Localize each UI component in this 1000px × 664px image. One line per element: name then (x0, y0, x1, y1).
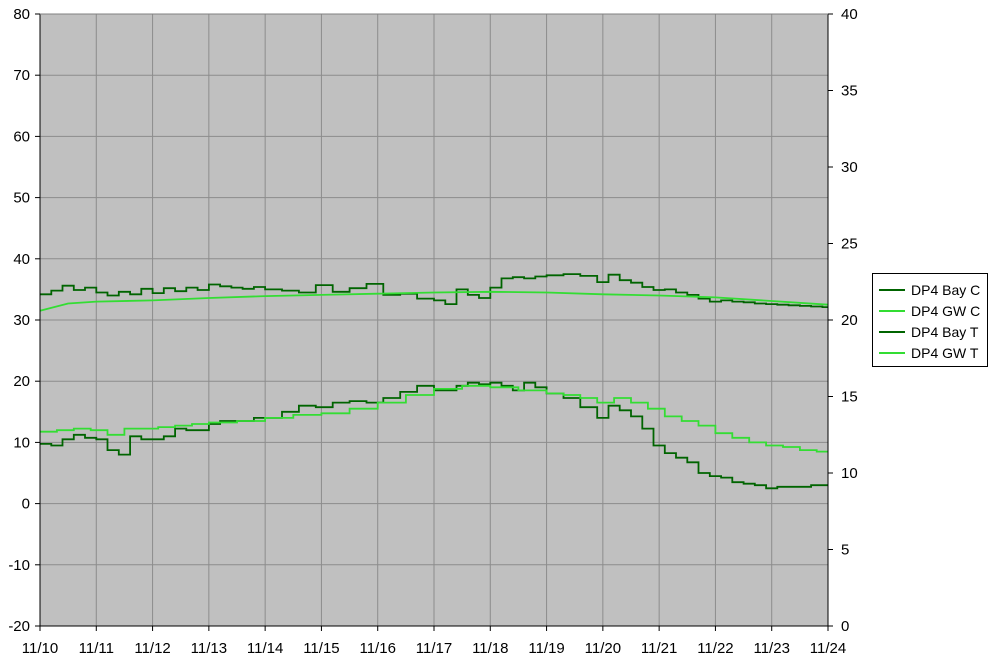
x-tick-label: 11/23 (753, 640, 789, 657)
legend-swatch-dp4-gw-t (879, 352, 905, 354)
legend-item: DP4 GW T (879, 343, 978, 363)
y-left-tick-label: -10 (8, 557, 30, 574)
x-tick-label: 11/21 (641, 640, 677, 657)
series-line-dp4-gw-c (39, 290, 829, 312)
y-left-tick-label: 80 (13, 6, 30, 23)
y-left-tick-label: 70 (13, 67, 30, 84)
series-line-dp4-bay-c (40, 273, 828, 308)
y-left-tick-label: 10 (13, 434, 30, 451)
y-left-tick-label: 30 (13, 312, 30, 329)
legend-label: DP4 Bay T (911, 324, 979, 340)
legend-swatch-dp4-bay-t (879, 331, 905, 333)
legend-label: DP4 Bay C (911, 282, 981, 298)
x-tick-label: 11/18 (472, 640, 508, 657)
x-tick-label: 11/14 (247, 640, 283, 657)
y-right-tick-label: 20 (841, 312, 858, 329)
tick-labels: 11/10 11/11 11/12 11/13 11/14 11/15 11/16 11/17… (8, 6, 857, 657)
legend-label: DP4 GW C (911, 303, 981, 319)
y-left-tick-label: 20 (13, 373, 30, 390)
legend-item: DP4 Bay C (879, 280, 980, 300)
y-right-tick-label: 0 (841, 618, 849, 635)
y-left-tick-label: -20 (8, 618, 30, 635)
y-left-tick-label: 50 (13, 190, 30, 207)
x-tick-label: 11/15 (303, 640, 339, 657)
x-tick-label: 11/16 (359, 640, 395, 657)
y-right-tick-label: 10 (841, 465, 858, 482)
axes (35, 13, 833, 631)
x-tick-label: 11/17 (416, 640, 452, 657)
legend: DP4 Bay C DP4 GW C DP4 Bay T DP4 GW T (872, 273, 988, 367)
series-line-dp4-gw-t (40, 384, 828, 453)
y-right-tick-label: 35 (841, 83, 858, 100)
y-left-tick-label: 60 (13, 128, 30, 145)
y-left-tick-label: 40 (13, 251, 30, 268)
x-tick-label: 11/24 (810, 640, 846, 657)
y-right-tick-label: 15 (841, 389, 858, 406)
x-tick-label: 11/19 (528, 640, 564, 657)
x-tick-label: 11/22 (697, 640, 733, 657)
legend-item: DP4 Bay T (879, 322, 978, 342)
x-tick-label: 11/12 (134, 640, 170, 657)
y-right-tick-label: 30 (841, 159, 858, 176)
legend-swatch-dp4-gw-c (879, 310, 905, 312)
x-tick-label: 11/13 (191, 640, 227, 657)
legend-item: DP4 GW C (879, 301, 980, 321)
x-tick-label: 11/10 (22, 640, 58, 657)
y-right-tick-label: 25 (841, 236, 858, 253)
y-left-tick-label: 0 (22, 496, 30, 513)
x-tick-label: 11/20 (585, 640, 621, 657)
legend-swatch-dp4-bay-c (879, 289, 905, 291)
series-layer (39, 273, 829, 490)
x-tick-label: 11/11 (79, 640, 114, 657)
y-right-tick-label: 5 (841, 542, 849, 559)
y-right-tick-label: 40 (841, 6, 858, 23)
legend-label: DP4 GW T (911, 345, 979, 361)
